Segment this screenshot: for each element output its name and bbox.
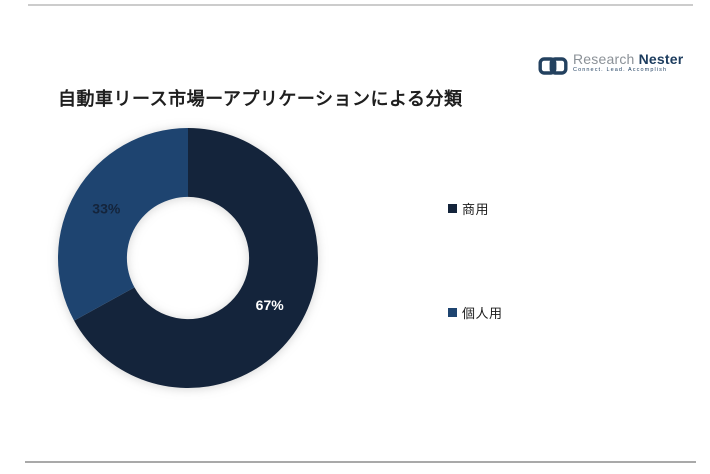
chain-link-icon	[538, 57, 568, 75]
research-nester-logo: Research Nester Connect. Lead. Accomplis…	[538, 52, 683, 78]
legend-label-personal: 個人用	[462, 306, 503, 321]
legend-item-personal: 個人用	[448, 303, 503, 322]
logo-brand: Research Nester	[573, 52, 683, 66]
logo-tagline: Connect. Lead. Accomplish	[573, 67, 668, 73]
logo-text: Research Nester Connect. Lead. Accomplis…	[573, 52, 683, 74]
logo-word-research: Research	[573, 51, 635, 67]
donut-slice-商用	[74, 128, 318, 389]
donut-chart: 67% 33%	[58, 128, 318, 389]
top-divider	[28, 4, 693, 6]
logo-word-nester: Nester	[638, 51, 684, 67]
donut-chart-container: 67% 33%	[53, 123, 323, 393]
chart-title: 自動車リース市場ーアプリケーションによる分類	[58, 89, 463, 109]
legend-label-commercial: 商用	[462, 202, 490, 217]
legend-marker-personal	[448, 308, 457, 317]
legend-marker-commercial	[448, 204, 457, 213]
legend-item-commercial: 商用	[448, 199, 489, 218]
donut-slice-個人用	[58, 128, 188, 321]
donut-data-label-商用: 67%	[256, 297, 285, 313]
bottom-divider	[25, 461, 696, 463]
donut-data-label-個人用: 33%	[92, 200, 121, 216]
